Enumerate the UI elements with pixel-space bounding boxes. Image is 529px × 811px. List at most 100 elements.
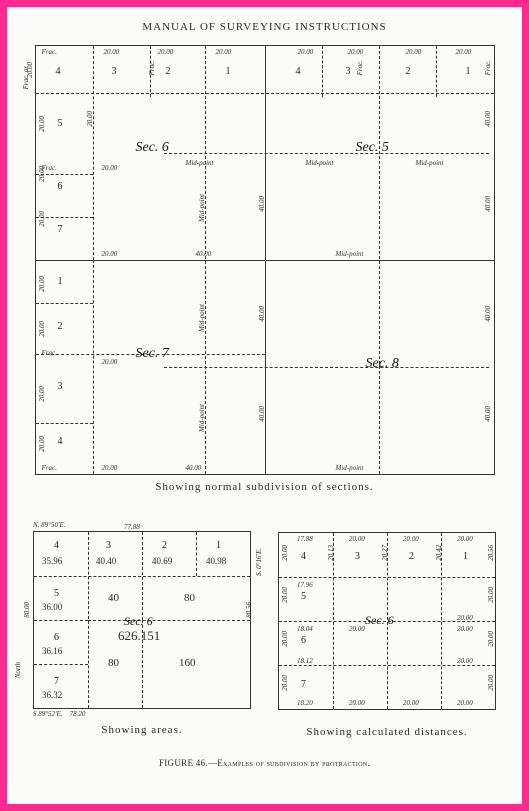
frac-label: Frac. [42, 164, 57, 172]
area-value: 36.00 [42, 602, 62, 612]
lot-number: 3 [106, 540, 111, 551]
dim-vlabel: 20.27 [381, 545, 389, 561]
dim-label: 20.00 [403, 699, 419, 707]
figure-b-caption: Showing areas. [33, 724, 251, 736]
dim-vlabel: 40.00 [484, 111, 492, 127]
lot-number: 4 [56, 66, 61, 77]
dim-vlabel: 40.00 [484, 196, 492, 212]
midpoint-vlabel: Mid-point [198, 304, 206, 332]
midpoint-vlabel: Mid-point [198, 194, 206, 222]
dim-vlabel: 40.00 [484, 306, 492, 322]
dim-label: 20.00 [349, 625, 365, 633]
area-value: 40.98 [206, 556, 226, 566]
lot-number: 7 [54, 676, 59, 687]
midpoint-label: Mid-point [416, 159, 444, 167]
section-label: Sec. 6 [365, 613, 394, 628]
dim-label: 20.00 [457, 699, 473, 707]
figure-c: 17.88 20.00 20.00 20.00 4 3 2 1 20.00 20… [278, 532, 496, 710]
lot-number: 4 [54, 540, 59, 551]
bearing-south: S.89°52'E. [33, 710, 63, 718]
figure-number-line: FIGURE 46.—Examples of subdivision by pr… [25, 758, 504, 768]
dim-label: 20.00 [348, 48, 364, 56]
dim-label: 20.00 [403, 535, 419, 543]
dim-vlabel: 20.00 [38, 276, 46, 292]
figure-b-wrap: N. 89°50'E. 77.88 80.00 80.56 S. 0°16'E.… [33, 521, 251, 738]
dim-label: 20.00 [456, 48, 472, 56]
dim-vlabel: 20.00 [38, 211, 46, 227]
dim-label: 20.00 [298, 48, 314, 56]
midpoint-label: Mid-point [306, 159, 334, 167]
dim-vlabel: 80.56 [245, 602, 253, 618]
dim-label: 18.12 [297, 657, 313, 665]
lot-number: 1 [226, 66, 231, 77]
figure-row: N. 89°50'E. 77.88 80.00 80.56 S. 0°16'E.… [25, 521, 504, 738]
dim-vlabel: 40.00 [258, 306, 266, 322]
lot-number: 7 [58, 224, 63, 235]
lot-number: 6 [58, 181, 63, 192]
north-label: North [14, 662, 22, 678]
dim-vlabel: 20.00 [26, 62, 34, 78]
dim-vlabel: 20.13 [327, 545, 335, 561]
dim-label: 20.00 [102, 358, 118, 366]
block-area: 160 [179, 657, 196, 669]
midpoint-label: Mid-point [336, 464, 364, 472]
dim-label: 20.00 [457, 657, 473, 665]
block-area: 80 [108, 657, 119, 669]
frac-vlabel: Frac. [148, 60, 156, 75]
area-value: 40.69 [152, 556, 172, 566]
lot-number: 2 [409, 551, 414, 562]
section-label-7: Sec. 7 [136, 346, 169, 362]
lot-number: 1 [58, 276, 63, 287]
dim-label: 20.00 [104, 48, 120, 56]
midpoint-label: Mid-point [186, 159, 214, 167]
dim-vlabel: 20.42 [435, 545, 443, 561]
dim-vlabel: 20.56 [487, 545, 495, 561]
dim-vlabel: 20.00 [38, 386, 46, 402]
midpoint-vlabel: Mid-point [198, 404, 206, 432]
section-label-6: Sec. 6 [136, 140, 169, 156]
dim-label: 20.00 [349, 699, 365, 707]
dim-label: 78.20 [70, 710, 86, 718]
lot-number: 1 [216, 540, 221, 551]
dim-vlabel: 40.00 [484, 406, 492, 422]
section-label-5: Sec. 5 [356, 140, 389, 156]
dim-label: 20.00 [102, 250, 118, 258]
lot-number: 6 [54, 632, 59, 643]
document-page: MANUAL OF SURVEYING INSTRUCTIONS Frac. 2… [7, 7, 522, 804]
dim-label: 17.96 [297, 581, 313, 589]
dim-vlabel: 20.00 [487, 631, 495, 647]
frac-label: Frac. [42, 48, 57, 56]
lot-number: 6 [301, 635, 306, 646]
dim-vlabel: 20.00 [281, 545, 289, 561]
lot-number: 1 [463, 551, 468, 562]
dim-label: 20.00 [102, 164, 118, 172]
dim-label: 40.00 [196, 250, 212, 258]
midpoint-label: Mid-point [336, 250, 364, 258]
dim-label: 20.00 [457, 625, 473, 633]
frac-vlabel: Frac. [484, 60, 492, 75]
lot-number: 1 [466, 66, 471, 77]
area-value: 36.32 [42, 690, 62, 700]
dim-label: 40.00 [186, 464, 202, 472]
bearing-east: S. 0°16'E. [255, 548, 263, 576]
dim-label: 20.00 [349, 535, 365, 543]
lot-number: 2 [58, 321, 63, 332]
image-border: MANUAL OF SURVEYING INSTRUCTIONS Frac. 2… [0, 0, 529, 811]
dim-label: 17.88 [297, 535, 313, 543]
section-label: Sec. 6 [124, 614, 153, 629]
dim-vlabel: 20.00 [487, 675, 495, 691]
lot-number: 3 [346, 66, 351, 77]
lot-number: 5 [58, 118, 63, 129]
block-area: 40 [108, 592, 119, 604]
figure-a-caption: Showing normal subdivision of sections. [25, 481, 504, 493]
dim-label: 20.00 [158, 48, 174, 56]
lot-number: 3 [58, 381, 63, 392]
dim-vlabel: 20.00 [281, 675, 289, 691]
dim-vlabel: 20.00 [38, 436, 46, 452]
dim-vlabel: 20.00 [487, 587, 495, 603]
lot-number: 4 [58, 436, 63, 447]
lot-number: 2 [166, 66, 171, 77]
dim-label: 20.00 [406, 48, 422, 56]
dim-label: 20.00 [457, 535, 473, 543]
page-header: MANUAL OF SURVEYING INSTRUCTIONS [25, 21, 504, 33]
